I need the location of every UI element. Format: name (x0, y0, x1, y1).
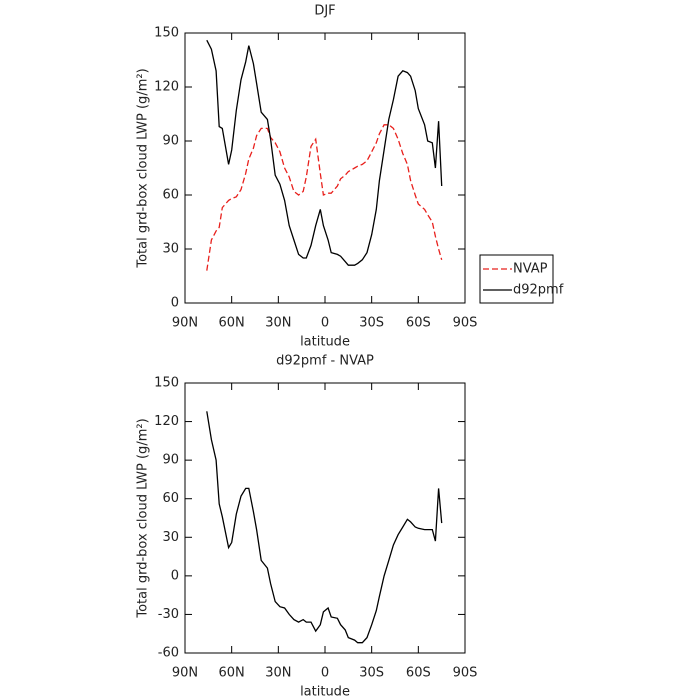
y-axis-label: Total grd-box cloud LWP (g/m²) (136, 68, 151, 268)
legend-label: NVAP (513, 262, 548, 277)
y-axis-label: Total grd-box cloud LWP (g/m²) (136, 418, 151, 618)
y-tick-label: -30 (158, 607, 179, 622)
y-tick-label: 150 (154, 26, 179, 41)
x-tick-label: 90S (453, 316, 478, 331)
y-tick-label: 120 (154, 80, 179, 95)
chart-title: DJF (314, 4, 335, 19)
data-line (206, 411, 443, 644)
y-tick-label: 30 (162, 242, 179, 257)
data-line (206, 39, 443, 266)
x-tick-label: 90N (172, 666, 198, 681)
x-tick-label: 30S (359, 316, 384, 331)
y-tick-label: -60 (158, 646, 179, 661)
x-tick-label: 30N (265, 666, 291, 681)
y-tick-label: 90 (162, 134, 179, 149)
legend-box (479, 254, 554, 304)
x-tick-label: 90N (172, 316, 198, 331)
y-tick-label: 60 (162, 491, 179, 506)
x-tick-label: 0 (321, 316, 329, 331)
x-axis-label: latitude (300, 335, 350, 350)
y-tick-label: 0 (171, 568, 179, 583)
y-tick-label: 150 (154, 376, 179, 391)
x-tick-label: 30S (359, 666, 384, 681)
x-axis-label: latitude (300, 685, 350, 700)
x-tick-label: 60N (219, 316, 245, 331)
y-tick-label: 30 (162, 530, 179, 545)
y-tick-label: 60 (162, 188, 179, 203)
chart-title: d92pmf - NVAP (276, 354, 374, 369)
x-tick-label: 90S (453, 666, 478, 681)
y-tick-label: 90 (162, 453, 179, 468)
plot-frame (184, 32, 466, 304)
x-tick-label: 30N (265, 316, 291, 331)
x-tick-label: 60S (406, 316, 431, 331)
x-tick-label: 60N (219, 666, 245, 681)
y-tick-label: 0 (171, 296, 179, 311)
data-line (206, 124, 443, 271)
x-tick-label: 0 (321, 666, 329, 681)
x-tick-label: 60S (406, 666, 431, 681)
legend-label: d92pmf (513, 283, 564, 298)
y-tick-label: 120 (154, 414, 179, 429)
plot-frame (184, 382, 466, 654)
